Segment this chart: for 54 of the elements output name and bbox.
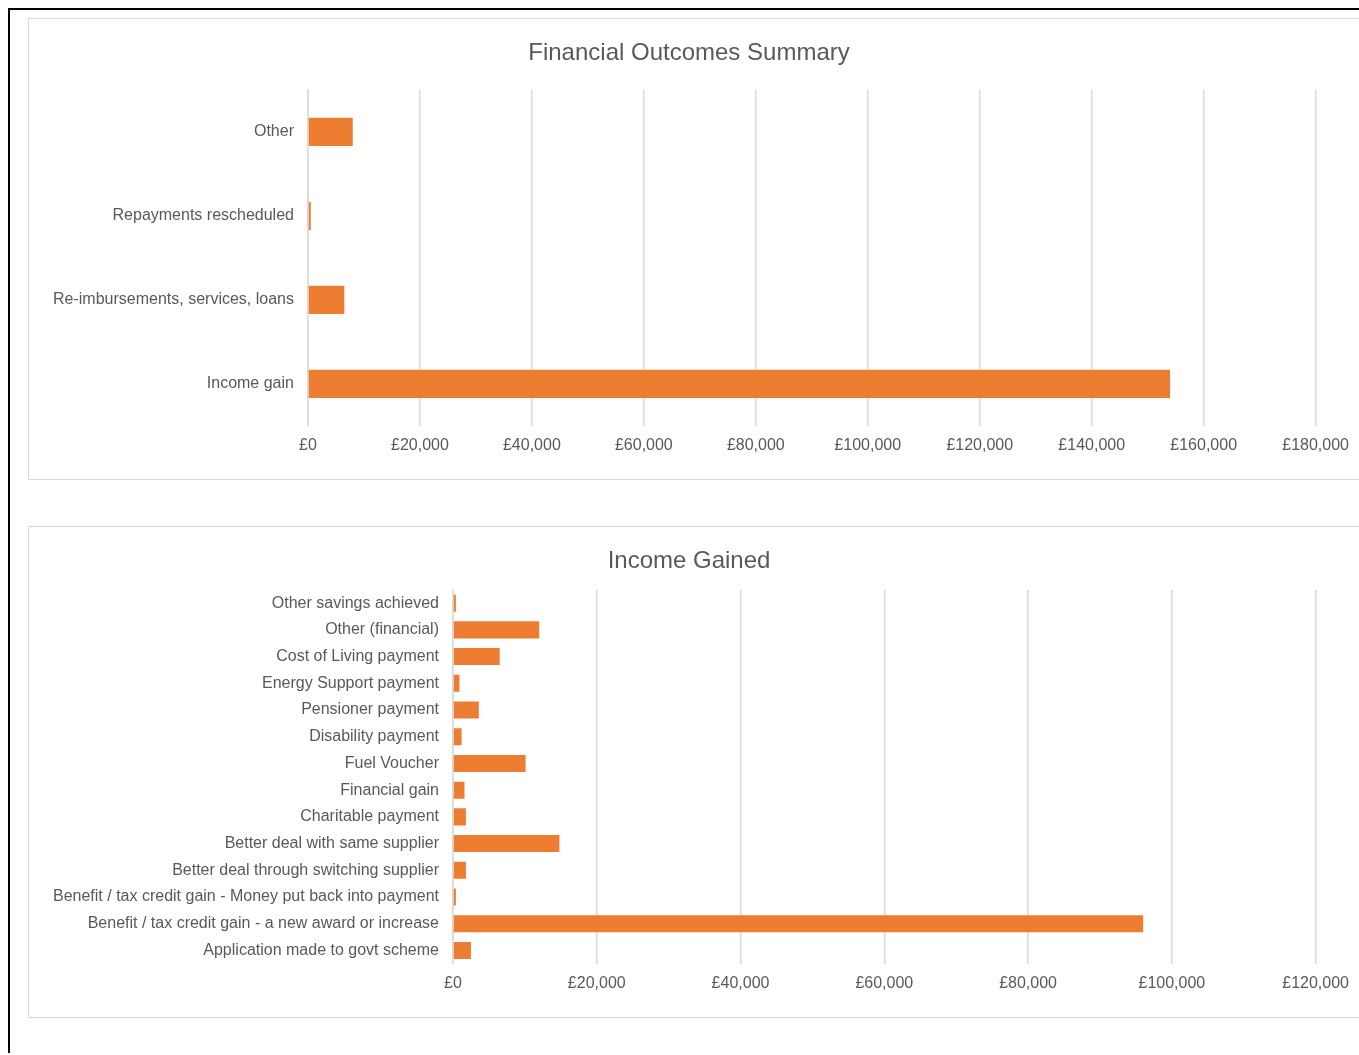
bar: [453, 861, 466, 879]
bar: [453, 808, 466, 826]
y-tick-label: Cost of Living payment: [276, 646, 440, 664]
x-tick-label: £40,000: [502, 435, 561, 453]
bar: [453, 621, 540, 639]
x-tick-label: £100,000: [834, 435, 902, 453]
x-tick-label: £20,000: [567, 973, 626, 991]
x-tick-label: £0: [444, 973, 462, 991]
x-tick-label: £100,000: [1138, 973, 1206, 991]
y-tick-label: Re-imbursements, services, loans: [53, 290, 294, 308]
y-tick-label: Charitable payment: [300, 807, 440, 825]
y-tick-label: Income gain: [206, 374, 294, 392]
x-tick-label: £140,000: [1058, 435, 1126, 453]
y-tick-label: Better deal with same supplier: [224, 833, 440, 851]
bar: [453, 594, 456, 612]
y-tick-label: Other: [253, 122, 295, 140]
bar: [453, 835, 560, 853]
y-tick-label: Better deal through switching supplier: [172, 860, 440, 878]
x-tick-label: £40,000: [711, 973, 770, 991]
bar: [453, 941, 471, 959]
bar: [453, 648, 500, 666]
y-tick-label: Benefit / tax credit gain - Money put back into payment: [53, 887, 440, 905]
x-tick-label: £180,000: [1282, 435, 1350, 453]
bar: [453, 728, 462, 746]
y-tick-label: Financial gain: [340, 780, 439, 798]
bar: [453, 701, 479, 719]
x-tick-label: £80,000: [999, 973, 1058, 991]
y-tick-label: Application made to govt scheme: [203, 940, 440, 958]
y-tick-label: Benefit / tax credit gain - a new award or increase: [87, 914, 440, 932]
bar: [308, 117, 353, 146]
bar: [453, 888, 456, 906]
bar: [453, 754, 526, 772]
x-tick-label: £0: [299, 435, 317, 453]
y-tick-label: Disability payment: [309, 727, 440, 745]
bar: [453, 781, 465, 799]
x-tick-label: £60,000: [614, 435, 673, 453]
x-tick-label: £60,000: [855, 973, 914, 991]
x-tick-label: £120,000: [946, 435, 1014, 453]
y-tick-label: Fuel Voucher: [344, 753, 440, 771]
chart-title: Financial Outcomes Summary: [528, 38, 850, 66]
y-tick-label: Repayments rescheduled: [112, 206, 294, 224]
x-tick-label: £160,000: [1170, 435, 1238, 453]
y-tick-label: Energy Support payment: [261, 673, 440, 691]
bar: [308, 285, 345, 314]
bar: [453, 915, 1144, 933]
chart-title: Income Gained: [607, 546, 771, 574]
x-tick-label: £20,000: [391, 435, 449, 453]
y-tick-label: Other (financial): [325, 620, 439, 638]
y-tick-label: Pensioner payment: [301, 700, 440, 718]
bar: [308, 201, 311, 230]
x-tick-label: £80,000: [726, 435, 785, 453]
bar: [308, 369, 1171, 398]
y-tick-label: Other savings achieved: [271, 593, 439, 611]
x-tick-label: £120,000: [1282, 973, 1350, 991]
